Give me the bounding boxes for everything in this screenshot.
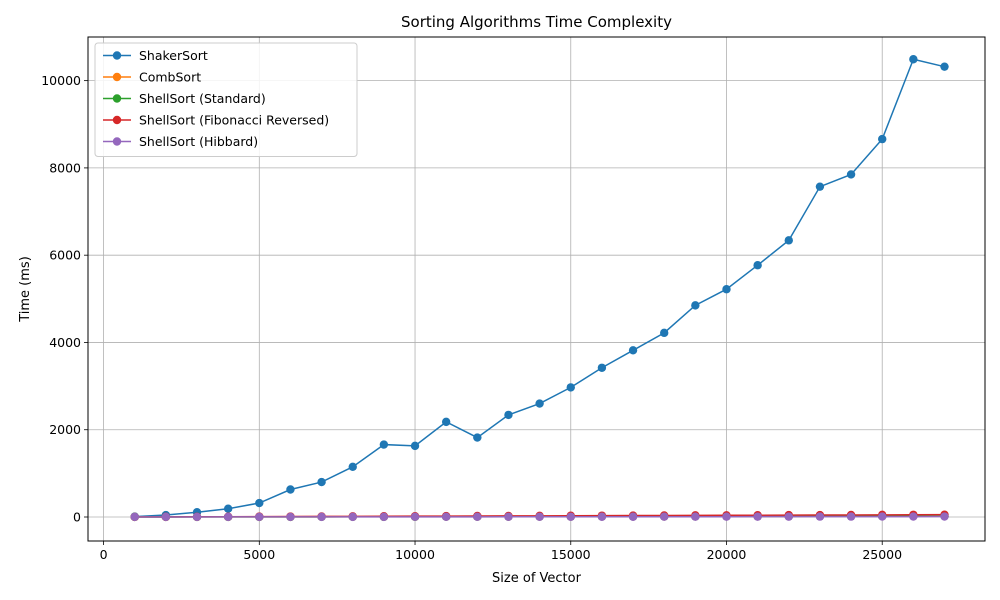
data-point: [909, 512, 918, 521]
data-point: [784, 512, 793, 521]
x-tick-label: 5000: [243, 547, 275, 562]
data-point: [255, 512, 264, 522]
data-point: [940, 62, 949, 71]
legend-item: ShellSort (Fibonacci Reversed): [103, 113, 329, 128]
data-point: [815, 182, 825, 191]
x-axis-label: Size of Vector: [492, 571, 582, 586]
data-point: [286, 485, 295, 494]
data-point: [504, 410, 513, 420]
data-point: [223, 512, 233, 522]
data-point: [348, 462, 357, 472]
legend-label: ShellSort (Fibonacci Reversed): [139, 113, 329, 128]
x-tick-label: 10000: [395, 547, 435, 562]
x-axis-ticks: 0 5000 10000 15000 20000 25000: [100, 541, 902, 562]
data-point: [286, 512, 295, 522]
x-tick-label: 15000: [551, 547, 591, 562]
data-point: [691, 301, 700, 310]
legend-item: ShellSort (Hibbard): [103, 134, 258, 149]
data-point: [441, 512, 451, 522]
data-point: [659, 512, 669, 521]
legend-label: ShellSort (Standard): [139, 91, 266, 106]
y-tick-label: 10000: [41, 73, 81, 88]
data-point: [878, 512, 887, 521]
data-point: [410, 512, 420, 522]
data-point: [940, 512, 949, 521]
x-tick-label: 0: [100, 547, 108, 562]
data-point: [846, 170, 856, 179]
data-point: [566, 383, 575, 392]
data-point: [753, 512, 762, 521]
y-tick-label: 4000: [49, 335, 81, 350]
data-point: [784, 236, 793, 245]
data-point: [410, 441, 420, 451]
legend-item: ShakerSort: [103, 48, 208, 63]
data-point: [846, 512, 856, 521]
x-tick-label: 20000: [707, 547, 747, 562]
legend-marker: [112, 137, 122, 146]
data-point: [722, 285, 731, 294]
data-point: [348, 512, 357, 522]
y-axis-label: Time (ms): [18, 256, 33, 323]
data-point: [659, 328, 669, 338]
legend-marker: [112, 94, 122, 103]
legend-item: CombSort: [103, 70, 201, 85]
plot-area-frame: [87, 36, 986, 542]
data-point: [597, 363, 607, 372]
data-point: [722, 512, 731, 521]
data-point: [317, 477, 326, 487]
data-point: [691, 512, 700, 521]
data-point: [473, 433, 482, 442]
legend-marker: [112, 72, 122, 82]
series-4: [130, 512, 949, 522]
legend-marker: [112, 115, 122, 125]
data-point: [535, 399, 544, 408]
y-tick-label: 0: [73, 510, 81, 525]
chart-title: Sorting Algorithms Time Complexity: [401, 13, 672, 31]
data-point: [815, 512, 825, 521]
data-point: [909, 55, 918, 64]
data-point: [628, 346, 638, 355]
data-point: [192, 512, 202, 522]
data-point: [597, 512, 607, 521]
data-point: [379, 512, 389, 522]
data-point: [317, 512, 326, 522]
data-point: [379, 440, 389, 449]
data-point: [628, 512, 638, 521]
data-point: [878, 134, 887, 144]
x-tick-label: 25000: [862, 547, 902, 562]
legend-item: ShellSort (Standard): [103, 91, 266, 106]
legend-label: ShellSort (Hibbard): [139, 134, 258, 149]
series-0: [130, 55, 949, 521]
data-point: [753, 261, 762, 270]
legend-label: CombSort: [139, 70, 201, 85]
data-point: [255, 498, 264, 508]
legend: ShakerSort CombSort ShellSort (Standard) Sh…: [94, 42, 358, 157]
y-tick-label: 6000: [49, 248, 81, 263]
data-point: [535, 512, 544, 521]
legend-label: ShakerSort: [139, 48, 208, 63]
y-tick-label: 2000: [49, 422, 81, 437]
data-point: [223, 504, 233, 513]
data-point: [441, 417, 451, 427]
data-point: [161, 512, 171, 522]
y-axis-ticks: 0 2000 4000 6000 8000 10000: [41, 73, 88, 525]
y-tick-label: 8000: [49, 160, 81, 175]
data-point: [504, 512, 513, 521]
data-point: [130, 512, 139, 522]
legend-box: [94, 42, 358, 157]
data-point: [566, 512, 575, 521]
data-point: [473, 512, 482, 522]
legend-marker: [112, 51, 122, 60]
series-layer: [130, 55, 949, 522]
